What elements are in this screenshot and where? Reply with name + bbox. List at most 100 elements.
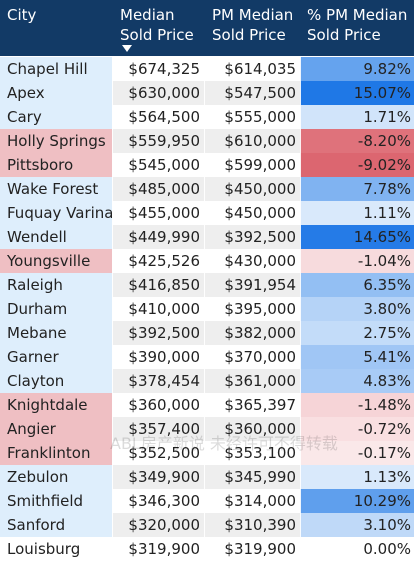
cell-median-sold-price: $425,526 <box>128 252 200 270</box>
cell-city: Franklinton <box>0 441 112 465</box>
cell-pct-pm-median: -0.72% <box>300 417 414 441</box>
table-row[interactable]: Louisburg $319,900 $319,900 0.00% <box>0 537 414 561</box>
cell-city: Durham <box>0 297 112 321</box>
table-row[interactable]: Holly Springs $559,950 $610,000 -8.20% <box>0 129 414 153</box>
table-row[interactable]: Wake Forest $485,000 $450,000 7.78% <box>0 177 414 201</box>
cell-city: Wake Forest <box>0 177 112 201</box>
cell-pm-median-sold-price: $392,500 <box>224 228 296 246</box>
cell-median-sold-price: $352,500 <box>128 444 200 462</box>
cell-median-sold-price: $319,900 <box>128 540 200 558</box>
cell-pct-pm-median: 1.71% <box>300 105 414 129</box>
cell-city: Knightdale <box>0 393 112 417</box>
cell-pm-median-sold-price: $547,500 <box>224 84 296 102</box>
table-row[interactable]: Youngsville $425,526 $430,000 -1.04% <box>0 249 414 273</box>
header-median-line1: Median <box>120 6 175 24</box>
table-row[interactable]: Cary $564,500 $555,000 1.71% <box>0 105 414 129</box>
cell-city: Mebane <box>0 321 112 345</box>
header-pm-median-line2: Sold Price <box>212 26 286 44</box>
cell-median-sold-price: $378,454 <box>128 372 200 390</box>
cell-city: Garner <box>0 345 112 369</box>
cell-city: Holly Springs <box>0 129 112 153</box>
cell-median-sold-price: $357,400 <box>128 420 200 438</box>
table-row[interactable]: Zebulon $349,900 $345,990 1.13% <box>0 465 414 489</box>
cell-pct-pm-median: 10.29% <box>300 489 414 513</box>
cell-city: Sanford <box>0 513 112 537</box>
cell-pm-median-sold-price: $345,990 <box>224 468 296 486</box>
cell-pct-pm-median: 3.10% <box>300 513 414 537</box>
cell-pct-pm-median: -9.02% <box>300 153 414 177</box>
column-divider <box>300 56 301 566</box>
cell-pct-pm-median: 2.75% <box>300 321 414 345</box>
table-row[interactable]: Clayton $378,454 $361,000 4.83% <box>0 369 414 393</box>
cell-pm-median-sold-price: $430,000 <box>224 252 296 270</box>
table-row[interactable]: Sanford $320,000 $310,390 3.10% <box>0 513 414 537</box>
header-pct-pm-median[interactable]: % PM Median Sold Price <box>307 5 407 45</box>
cell-city: Chapel Hill <box>0 57 112 81</box>
cell-median-sold-price: $410,000 <box>128 300 200 318</box>
header-city-label: City <box>7 6 37 24</box>
table-row[interactable]: Durham $410,000 $395,000 3.80% <box>0 297 414 321</box>
watermark: ABL房产新说 未经许可不得转载 <box>110 434 338 453</box>
cell-pct-pm-median: -1.04% <box>300 249 414 273</box>
cell-pct-pm-median: 1.13% <box>300 465 414 489</box>
cell-pct-pm-median: 9.82% <box>300 57 414 81</box>
cell-pct-pm-median: 0.00% <box>300 537 414 561</box>
header-pm-median-sold-price[interactable]: PM Median Sold Price <box>212 5 293 45</box>
cell-pct-pm-median: 14.65% <box>300 225 414 249</box>
cell-pm-median-sold-price: $395,000 <box>224 300 296 318</box>
table-row[interactable]: Raleigh $416,850 $391,954 6.35% <box>0 273 414 297</box>
header-pm-median-line1: PM Median <box>212 6 294 24</box>
cell-pm-median-sold-price: $310,390 <box>224 516 296 534</box>
cell-pct-pm-median: 3.80% <box>300 297 414 321</box>
header-median-sold-price[interactable]: Median Sold Price <box>120 5 194 52</box>
header-city[interactable]: City <box>7 5 36 25</box>
cell-median-sold-price: $390,000 <box>128 348 200 366</box>
cell-city: Cary <box>0 105 112 129</box>
cell-median-sold-price: $545,000 <box>128 156 200 174</box>
cell-median-sold-price: $564,500 <box>128 108 200 126</box>
table-row[interactable]: Mebane $392,500 $382,000 2.75% <box>0 321 414 345</box>
cell-pct-pm-median: 15.07% <box>300 81 414 105</box>
column-divider <box>204 56 205 566</box>
table-row[interactable]: Knightdale $360,000 $365,397 -1.48% <box>0 393 414 417</box>
cell-pm-median-sold-price: $450,000 <box>224 204 296 222</box>
cell-pm-median-sold-price: $450,000 <box>224 180 296 198</box>
cell-city: Wendell <box>0 225 112 249</box>
cell-city: Angier <box>0 417 112 441</box>
table-row[interactable]: Apex $630,000 $547,500 15.07% <box>0 81 414 105</box>
sort-descending-icon <box>122 45 132 52</box>
table-row[interactable]: Pittsboro $545,000 $599,000 -9.02% <box>0 153 414 177</box>
cell-pm-median-sold-price: $319,900 <box>224 540 296 558</box>
table-row[interactable]: Fuquay Varina $455,000 $450,000 1.11% <box>0 201 414 225</box>
cell-city: Apex <box>0 81 112 105</box>
cell-median-sold-price: $392,500 <box>128 324 200 342</box>
cell-pct-pm-median: -1.48% <box>300 393 414 417</box>
cell-pm-median-sold-price: $361,000 <box>224 372 296 390</box>
cell-city: Zebulon <box>0 465 112 489</box>
cell-median-sold-price: $630,000 <box>128 84 200 102</box>
table-row[interactable]: Franklinton $352,500 $353,100 -0.17% <box>0 441 414 465</box>
cell-pct-pm-median: 5.41% <box>300 345 414 369</box>
table-row[interactable]: Wendell $449,990 $392,500 14.65% <box>0 225 414 249</box>
cell-median-sold-price: $485,000 <box>128 180 200 198</box>
cell-city: Youngsville <box>0 249 112 273</box>
cell-pct-pm-median: -8.20% <box>300 129 414 153</box>
cell-city: Pittsboro <box>0 153 112 177</box>
cell-median-sold-price: $349,900 <box>128 468 200 486</box>
cell-city: Smithfield <box>0 489 112 513</box>
table-row[interactable]: Garner $390,000 $370,000 5.41% <box>0 345 414 369</box>
cell-median-sold-price: $455,000 <box>128 204 200 222</box>
cell-city: Fuquay Varina <box>0 201 114 225</box>
table-row[interactable]: Angier $357,400 $360,000 -0.72% <box>0 417 414 441</box>
header-median-line2: Sold Price <box>120 26 194 44</box>
header-pct-line1: % PM Median <box>307 6 408 24</box>
cell-pm-median-sold-price: $555,000 <box>224 108 296 126</box>
cell-pm-median-sold-price: $314,000 <box>224 492 296 510</box>
cell-pct-pm-median: -0.17% <box>300 441 414 465</box>
cell-pm-median-sold-price: $365,397 <box>224 396 296 414</box>
table-row[interactable]: Chapel Hill $674,325 $614,035 9.82% <box>0 57 414 81</box>
cell-pct-pm-median: 4.83% <box>300 369 414 393</box>
table-row[interactable]: Smithfield $346,300 $314,000 10.29% <box>0 489 414 513</box>
cell-median-sold-price: $674,325 <box>128 60 200 78</box>
